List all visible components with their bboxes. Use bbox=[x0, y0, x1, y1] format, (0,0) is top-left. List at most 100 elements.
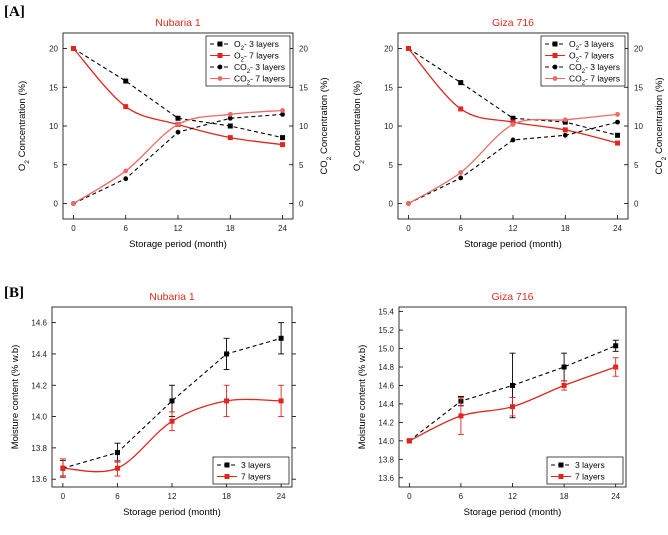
data-point bbox=[510, 122, 516, 127]
data-point bbox=[280, 142, 286, 148]
data-point bbox=[227, 111, 233, 117]
data-point bbox=[613, 343, 619, 349]
legend-box bbox=[546, 456, 624, 485]
series-1 bbox=[406, 357, 619, 444]
data-point bbox=[615, 111, 620, 117]
legend-label: 7 layers bbox=[241, 472, 271, 482]
data-point bbox=[458, 170, 464, 175]
y-tick-label: 0 bbox=[389, 200, 394, 209]
x-tick-label: 18 bbox=[222, 492, 231, 501]
x-tick-label: 0 bbox=[406, 224, 411, 233]
series-1 bbox=[59, 384, 285, 479]
chart-title: Nubaria 1 bbox=[155, 17, 201, 29]
x-tick-label: 18 bbox=[561, 224, 570, 233]
data-point bbox=[458, 175, 464, 181]
y-tick-label: 14.4 bbox=[378, 400, 394, 409]
chart-2: Nubaria 1 0 6 12 18 24 Storage period (month) 1… bbox=[10, 291, 296, 518]
series-line bbox=[73, 113, 283, 204]
series-3 bbox=[406, 111, 620, 206]
x-tick-label: 6 bbox=[124, 224, 129, 233]
data-point bbox=[169, 398, 175, 404]
legend-marker bbox=[217, 64, 223, 70]
y-tick-label: 15 bbox=[384, 83, 393, 92]
y-axis-label: O2 Concentration (%) bbox=[352, 81, 366, 171]
data-point bbox=[510, 115, 516, 121]
legend-label: O2- 7 layers bbox=[234, 51, 279, 64]
legend-marker bbox=[552, 64, 558, 70]
chart-3: Giza 716 0 6 12 18 24 Storage period (month) 13… bbox=[357, 291, 627, 518]
y-axis-label: Moisture content (% w.b) bbox=[357, 345, 368, 450]
data-point bbox=[406, 201, 411, 206]
data-point bbox=[280, 135, 286, 141]
y2-tick-label: 0 bbox=[634, 200, 639, 209]
x-tick-label: 24 bbox=[278, 224, 287, 233]
charts: Nubaria 1 0 6 12 18 24 Storage period (month) 0… bbox=[10, 17, 668, 518]
y-tick-label: 15.4 bbox=[378, 308, 394, 317]
data-point bbox=[615, 140, 621, 146]
chart-title: Nubaria 1 bbox=[149, 291, 195, 303]
y-tick-label: 14.2 bbox=[31, 381, 47, 390]
data-point bbox=[458, 106, 464, 112]
data-point bbox=[175, 122, 181, 127]
data-point bbox=[561, 382, 567, 388]
y-tick-label: 20 bbox=[384, 45, 393, 54]
x-tick-label: 12 bbox=[509, 224, 518, 233]
data-point bbox=[615, 119, 620, 125]
y-tick-label: 5 bbox=[54, 161, 59, 170]
data-point bbox=[280, 111, 285, 117]
y-tick-label: 5 bbox=[389, 161, 394, 170]
y-tick-label: 13.6 bbox=[31, 475, 47, 484]
legend-label: CO2- 7 layers bbox=[569, 74, 620, 87]
data-point bbox=[561, 364, 567, 370]
data-point bbox=[114, 465, 120, 471]
series-line bbox=[408, 48, 618, 136]
legend-label: CO2- 7 layers bbox=[234, 74, 285, 87]
data-point bbox=[562, 127, 568, 133]
data-point bbox=[114, 450, 120, 456]
y-tick-label: 14.0 bbox=[31, 413, 47, 422]
legend-label: O2- 7 layers bbox=[569, 51, 614, 64]
data-point bbox=[613, 364, 619, 370]
legend-marker bbox=[217, 53, 223, 58]
y2-tick-label: 10 bbox=[634, 122, 643, 131]
y2-tick-label: 15 bbox=[634, 83, 643, 92]
y-tick-label: 13.8 bbox=[378, 455, 394, 464]
data-point bbox=[406, 438, 412, 444]
chart-title: Giza 716 bbox=[491, 291, 533, 303]
data-point bbox=[123, 168, 129, 174]
y-tick-label: 14.4 bbox=[31, 350, 47, 359]
chart-0: Nubaria 1 0 6 12 18 24 Storage period (month) 0… bbox=[17, 17, 333, 250]
x-tick-label: 0 bbox=[61, 492, 66, 501]
y2-tick-label: 20 bbox=[299, 45, 308, 54]
data-point bbox=[278, 335, 284, 341]
legend-marker bbox=[552, 41, 558, 47]
data-point bbox=[278, 398, 284, 404]
panel-label-b: [B] bbox=[4, 285, 24, 301]
data-point bbox=[510, 382, 515, 388]
legend-box bbox=[212, 456, 290, 485]
data-point bbox=[405, 46, 411, 51]
legend: 3 layers 7 layers bbox=[212, 456, 290, 485]
y-tick-label: 14.6 bbox=[378, 381, 394, 390]
x-tick-label: 24 bbox=[613, 224, 622, 233]
legend-label: 3 layers bbox=[241, 460, 271, 470]
data-point bbox=[615, 132, 621, 138]
x-tick-label: 0 bbox=[407, 492, 412, 501]
x-tick-label: 24 bbox=[277, 492, 286, 501]
chart-title: Giza 716 bbox=[492, 17, 534, 29]
x-tick-label: 6 bbox=[459, 224, 464, 233]
y-axis-label: O2 Concentration (%) bbox=[17, 81, 31, 171]
legend-label: O2- 3 layers bbox=[234, 39, 279, 52]
data-point bbox=[224, 351, 230, 357]
y2-tick-label: 0 bbox=[299, 200, 304, 209]
data-point bbox=[458, 413, 464, 419]
y2-axis-label: CO2 Concentration (%) bbox=[319, 77, 333, 174]
data-point bbox=[71, 201, 76, 206]
x-axis-label: Storage period (month) bbox=[129, 239, 227, 250]
y-tick-label: 14.2 bbox=[378, 418, 394, 427]
data-point bbox=[123, 176, 129, 182]
legend: 3 layers 7 layers bbox=[546, 456, 624, 485]
data-point bbox=[60, 465, 66, 471]
